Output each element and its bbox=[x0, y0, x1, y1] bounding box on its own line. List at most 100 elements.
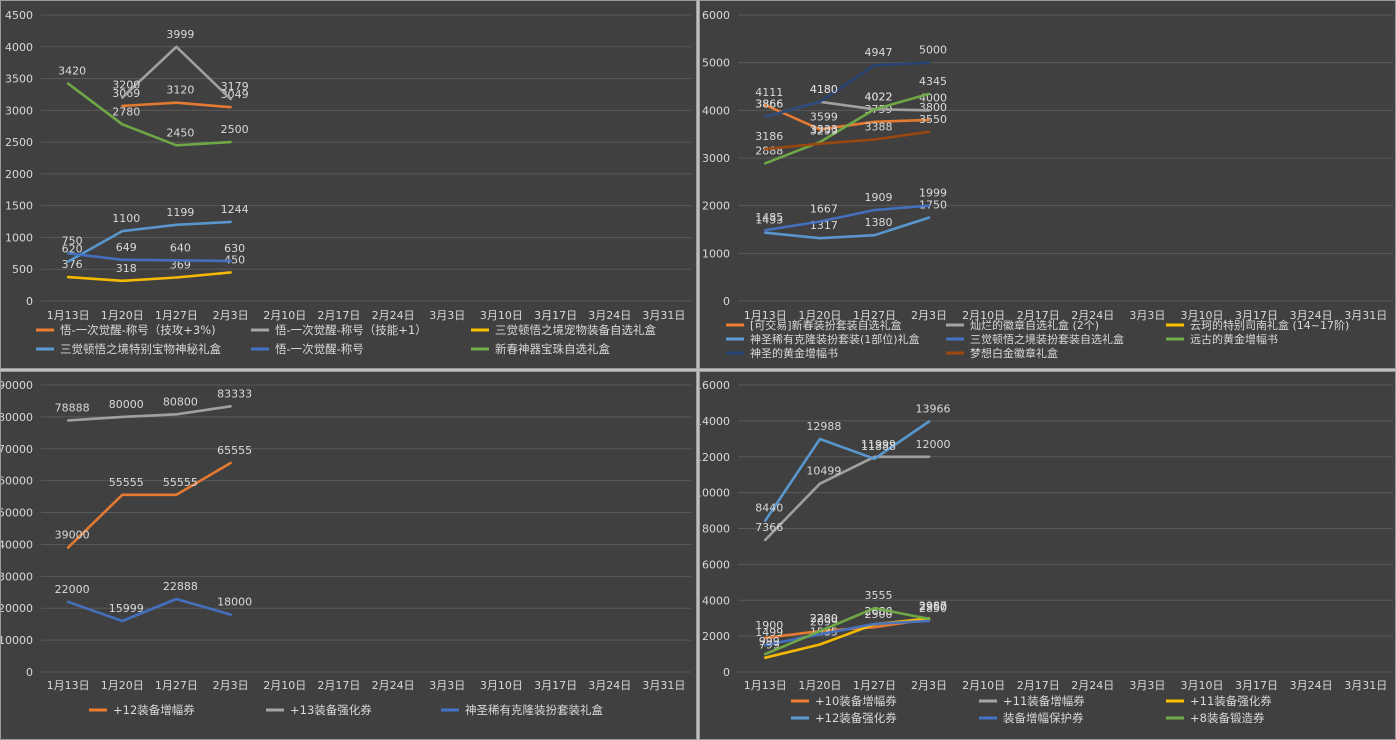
x-tick-label: 2月17日 bbox=[317, 309, 360, 322]
y-tick-label: 1000 bbox=[5, 231, 33, 244]
y-tick-label: 12000 bbox=[700, 451, 730, 464]
legend-label: [可交易]新春装扮套装自选礼盒 bbox=[750, 318, 902, 332]
x-tick-label: 2月3日 bbox=[911, 309, 947, 322]
x-tick-label: 2月17日 bbox=[1017, 679, 1060, 692]
x-tick-label: 2月3日 bbox=[911, 679, 947, 692]
y-tick-label: 40000 bbox=[1, 538, 33, 551]
data-label: 4000 bbox=[919, 91, 947, 104]
legend-label: +13装备强化券 bbox=[290, 703, 372, 717]
data-label: 4180 bbox=[810, 83, 838, 96]
series-line bbox=[121, 101, 232, 109]
y-tick-label: 4000 bbox=[5, 41, 33, 54]
y-tick-label: 14000 bbox=[700, 415, 730, 428]
x-tick-label: 1月13日 bbox=[47, 679, 90, 692]
series-line bbox=[66, 82, 232, 147]
data-label: 3179 bbox=[221, 80, 249, 93]
x-tick-label: 3月10日 bbox=[1180, 309, 1223, 322]
x-tick-label: 3月3日 bbox=[429, 309, 465, 322]
data-label: 3299 bbox=[810, 125, 838, 138]
x-tick-label: 3月17日 bbox=[534, 679, 577, 692]
series-line bbox=[121, 45, 232, 101]
y-tick-label: 90000 bbox=[1, 379, 33, 392]
legend-label: 远古的黄金增幅书 bbox=[1190, 332, 1278, 346]
y-tick-label: 6000 bbox=[702, 9, 730, 22]
y-tick-label: 30000 bbox=[1, 570, 33, 583]
series-line bbox=[764, 130, 931, 151]
data-label: 7366 bbox=[755, 521, 783, 534]
x-tick-label: 3月3日 bbox=[1129, 309, 1165, 322]
chart-panel-gift-boxes: 0 500 1000 1500 2000 2500 3000 3500 4000 4500 1月13… bbox=[0, 0, 697, 369]
data-label: 55555 bbox=[163, 476, 198, 489]
x-tick-label: 3月31日 bbox=[1344, 679, 1387, 692]
legend-label: +11装备增幅券 bbox=[1003, 694, 1085, 708]
data-label: 1433 bbox=[755, 214, 783, 227]
data-label: 4947 bbox=[864, 46, 892, 59]
x-tick-label: 3月24日 bbox=[588, 309, 631, 322]
x-tick-label: 2月24日 bbox=[372, 309, 415, 322]
data-label: 4345 bbox=[919, 75, 947, 88]
legend-label: 神圣稀有克隆装扮套装礼盒 bbox=[465, 703, 603, 717]
x-tick-label: 3月17日 bbox=[1235, 309, 1278, 322]
y-tick-label: 16000 bbox=[700, 379, 730, 392]
legend-label: +12装备强化券 bbox=[815, 711, 897, 725]
data-label: 620 bbox=[62, 243, 83, 256]
chart-panel-enhancement-tickets: 0 2000 4000 6000 8000 10000 12000 14000 16000 1月1… bbox=[699, 371, 1396, 740]
data-label: 2950 bbox=[919, 600, 947, 613]
x-tick-label: 2月10日 bbox=[263, 309, 306, 322]
x-tick-label: 2月10日 bbox=[962, 679, 1005, 692]
y-tick-label: 10000 bbox=[700, 487, 730, 500]
legend-label: 神圣稀有克隆装扮套装(1部位)礼盒 bbox=[750, 332, 920, 346]
x-tick-label: 1月20日 bbox=[101, 679, 144, 692]
line-chart-3: 0 10000 20000 30000 40000 50000 60000 70000 8000… bbox=[1, 379, 691, 717]
x-tick-label: 1月27日 bbox=[853, 309, 896, 322]
data-label: 4022 bbox=[864, 90, 892, 103]
series-line bbox=[764, 420, 931, 522]
data-label: 80000 bbox=[109, 398, 144, 411]
data-label: 999 bbox=[759, 635, 780, 648]
data-label: 2960 bbox=[919, 600, 947, 613]
x-tick-label: 3月3日 bbox=[429, 679, 465, 692]
series-line bbox=[66, 461, 232, 549]
data-label: 11888 bbox=[861, 440, 896, 453]
legend-label: 灿烂的徽章自选礼盒 (2个) bbox=[970, 318, 1099, 332]
y-tick-label: 50000 bbox=[1, 507, 33, 520]
series-line bbox=[764, 61, 931, 118]
x-tick-label: 3月17日 bbox=[534, 309, 577, 322]
legend-label: 悟-一次觉醒-称号（技攻+3%) bbox=[60, 323, 216, 337]
x-tick-label: 3月24日 bbox=[1290, 309, 1333, 322]
data-label: 13966 bbox=[916, 402, 951, 415]
data-label: 11999 bbox=[861, 438, 896, 451]
legend-label: +10装备增幅券 bbox=[815, 694, 897, 708]
data-label: 1900 bbox=[755, 619, 783, 632]
data-label: 83333 bbox=[217, 387, 252, 400]
y-tick-label: 4500 bbox=[5, 9, 33, 22]
y-tick-label: 0 bbox=[723, 295, 730, 308]
data-label: 318 bbox=[116, 262, 137, 275]
y-tick-label: 3500 bbox=[5, 73, 33, 86]
data-label: 4022 bbox=[864, 90, 892, 103]
data-label: 22888 bbox=[163, 580, 198, 593]
data-label: 450 bbox=[224, 253, 245, 266]
chart-panel-high-value-tickets: 0 10000 20000 30000 40000 50000 60000 70000 8000… bbox=[0, 371, 697, 740]
series-line bbox=[66, 404, 232, 422]
data-label: 630 bbox=[224, 242, 245, 255]
y-tick-label: 500 bbox=[12, 263, 33, 276]
data-label: 3866 bbox=[755, 98, 783, 111]
y-tick-label: 2000 bbox=[702, 200, 730, 213]
x-tick-label: 1月20日 bbox=[798, 679, 841, 692]
x-tick-label: 1月13日 bbox=[744, 679, 787, 692]
x-tick-label: 1月20日 bbox=[101, 309, 144, 322]
x-tick-label: 3月17日 bbox=[1235, 679, 1278, 692]
series-line bbox=[764, 216, 931, 240]
data-label: 3049 bbox=[221, 88, 249, 101]
y-tick-label: 8000 bbox=[702, 523, 730, 536]
legend-label: 云珂的特别司南礼盒 (14~17阶) bbox=[1190, 318, 1349, 332]
y-tick-label: 0 bbox=[26, 295, 33, 308]
legend-label: 三觉顿悟之境宠物装备自选礼盒 bbox=[495, 323, 656, 337]
legend-label: 三觉顿悟之境装扮套装自选礼盒 bbox=[970, 332, 1124, 346]
data-label: 369 bbox=[170, 259, 191, 272]
data-label: 3555 bbox=[864, 589, 892, 602]
data-label: 3599 bbox=[810, 110, 838, 123]
y-tick-label: 0 bbox=[723, 666, 730, 679]
y-tick-label: 10000 bbox=[1, 634, 33, 647]
